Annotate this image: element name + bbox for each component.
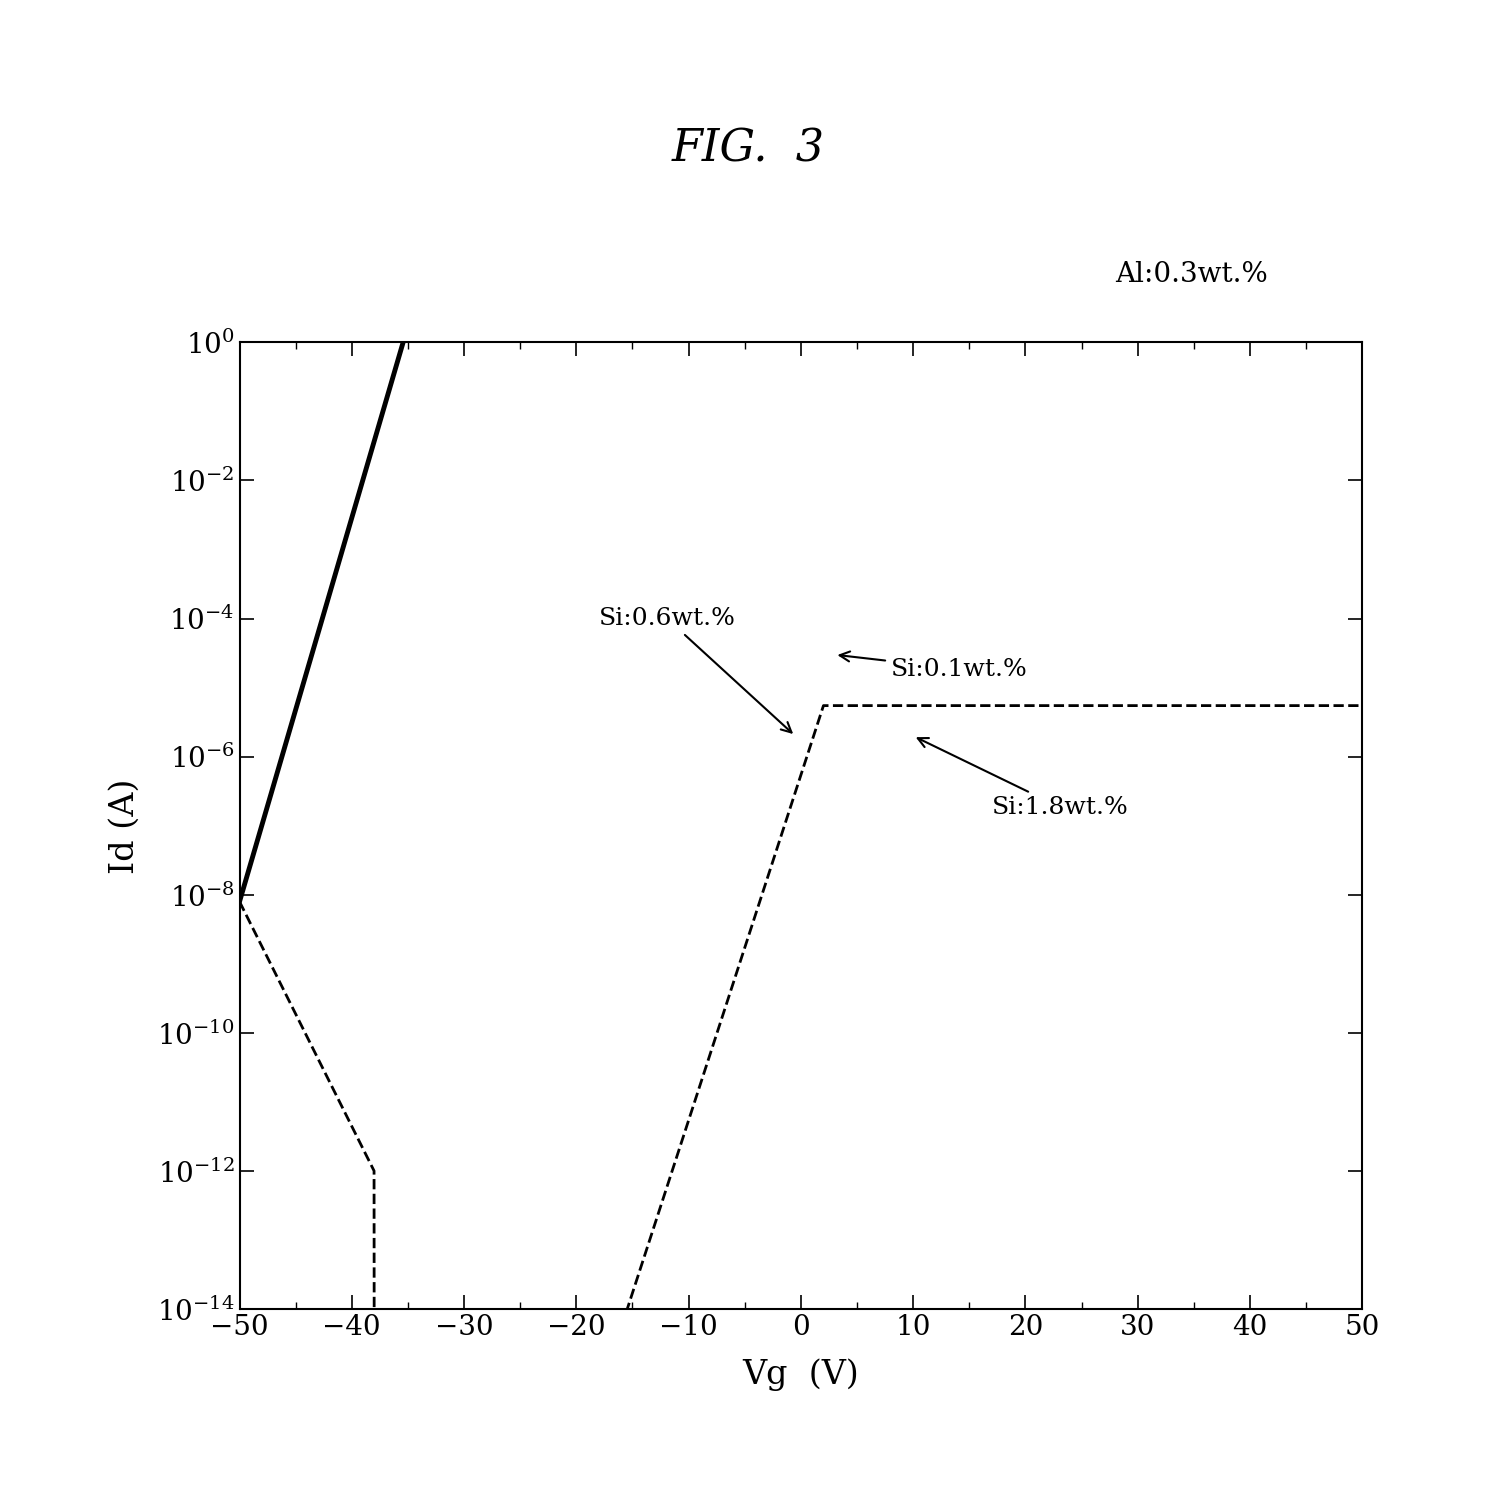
- Text: Si:0.1wt.%: Si:0.1wt.%: [840, 652, 1027, 680]
- Text: Al:0.3wt.%: Al:0.3wt.%: [1115, 260, 1268, 289]
- X-axis label: Vg  (V): Vg (V): [743, 1359, 859, 1391]
- Text: Si:1.8wt.%: Si:1.8wt.%: [918, 738, 1129, 818]
- Text: FIG.  3: FIG. 3: [672, 126, 825, 171]
- Text: Si:0.6wt.%: Si:0.6wt.%: [599, 607, 792, 732]
- Y-axis label: Id (A): Id (A): [108, 778, 141, 873]
